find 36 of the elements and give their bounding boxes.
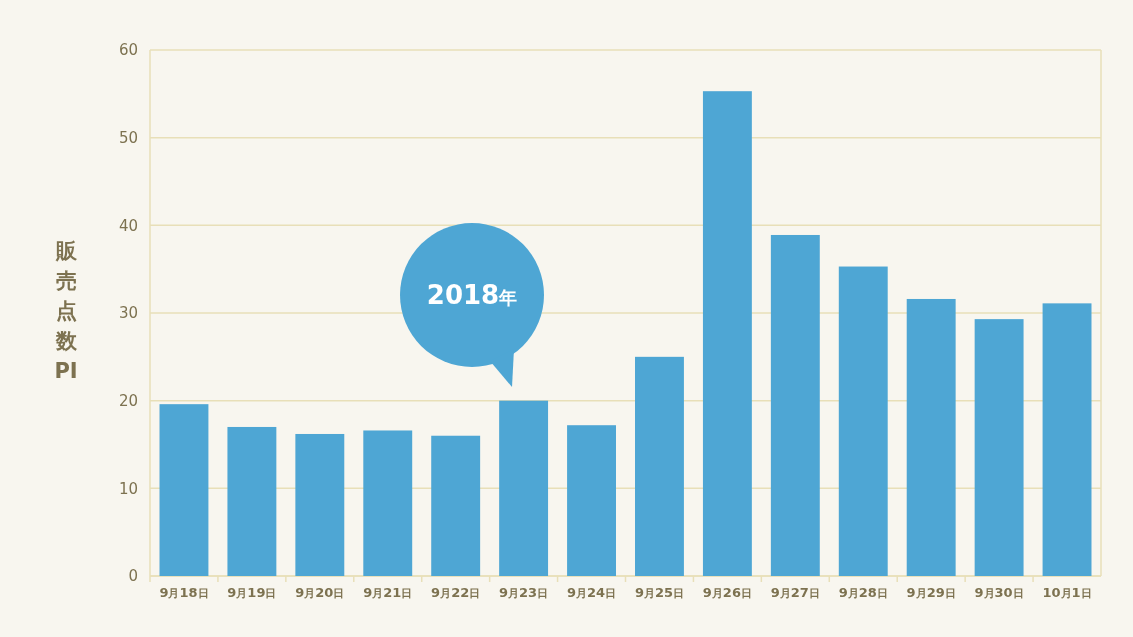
x-tick-label: 9月25日 [634, 585, 685, 600]
bar [1042, 303, 1092, 576]
x-tick-label: 9月28日 [838, 585, 888, 600]
bar [227, 426, 277, 576]
y-tick-label: 10 [118, 479, 138, 498]
x-tick-label: 9月21日 [363, 585, 413, 600]
x-tick-label: 9月19日 [227, 585, 277, 600]
y-tick-label: 50 [118, 128, 138, 147]
bar [770, 234, 820, 576]
bar [974, 319, 1024, 576]
y-axis-title: 販売点数PI [54, 239, 78, 383]
bar [702, 91, 752, 576]
x-tick-label: 9月26日 [702, 585, 752, 600]
x-tick-label: 9月22日 [431, 585, 481, 600]
bar [499, 400, 549, 576]
y-tick-label: 0 [128, 567, 138, 586]
x-tick-label: 10月1日 [1042, 585, 1092, 600]
x-tick-label: 9月27日 [770, 585, 820, 600]
x-tick-label: 9月29日 [906, 585, 956, 600]
bar [635, 356, 684, 576]
bar [159, 404, 209, 576]
x-tick-label: 9月30日 [974, 585, 1024, 600]
x-tick-label: 9月24日 [566, 585, 617, 600]
y-tick-label: 60 [118, 41, 138, 60]
y-tick-label: 20 [118, 391, 138, 410]
bar [295, 433, 345, 576]
y-tick-label: 30 [118, 304, 138, 323]
bar [431, 435, 481, 576]
x-tick-label: 9月23日 [499, 585, 549, 600]
bar [838, 266, 888, 576]
y-tick-label: 40 [118, 216, 138, 235]
annotation: 2018年 [426, 280, 518, 310]
bar [567, 425, 616, 576]
bar [363, 430, 413, 576]
bar [906, 298, 956, 576]
x-tick-label: 9月20日 [295, 585, 345, 600]
